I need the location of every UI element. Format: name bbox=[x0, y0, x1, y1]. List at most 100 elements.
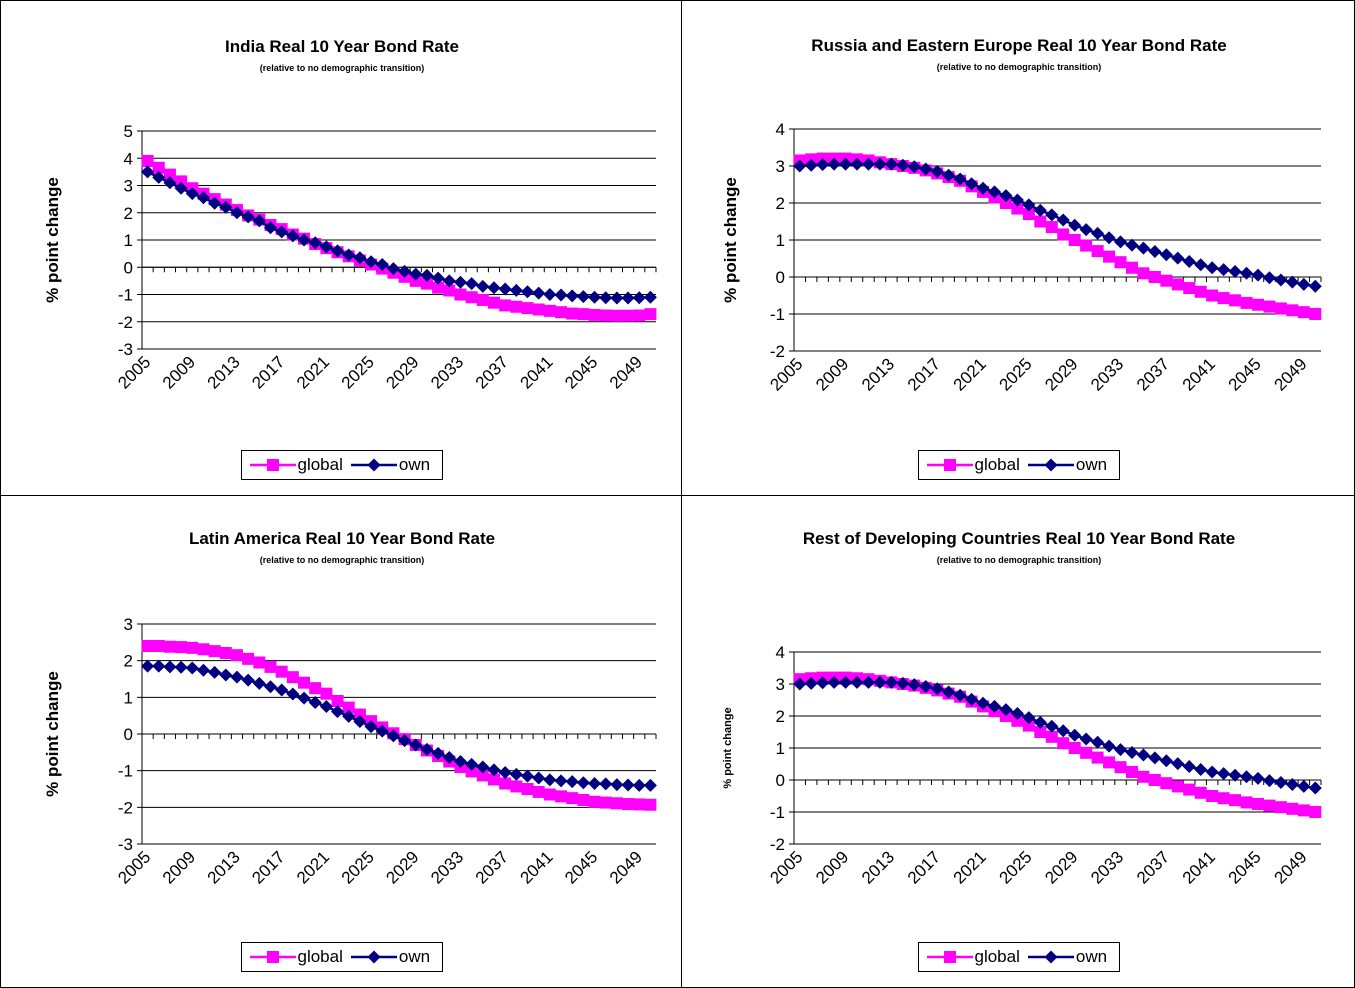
data-point bbox=[633, 798, 646, 811]
data-point bbox=[1171, 251, 1185, 265]
x-tick-label: 2029 bbox=[1041, 354, 1081, 394]
data-point bbox=[275, 665, 288, 678]
x-tick-label: 2009 bbox=[812, 847, 852, 887]
legend-marker bbox=[1044, 950, 1058, 964]
data-point bbox=[476, 293, 489, 306]
data-point bbox=[1148, 271, 1161, 283]
data-point bbox=[297, 691, 311, 705]
data-point bbox=[398, 264, 412, 278]
legend-label: global bbox=[297, 455, 343, 474]
data-point bbox=[1148, 751, 1162, 765]
data-point bbox=[1194, 786, 1207, 799]
legend-item: own bbox=[1026, 947, 1107, 967]
chart-title: Latin America Real 10 Year Bond Rate bbox=[188, 529, 496, 548]
y-tick-label: 3 bbox=[776, 675, 785, 694]
data-point bbox=[1114, 743, 1128, 757]
data-point bbox=[1217, 263, 1231, 277]
data-point bbox=[175, 641, 188, 654]
data-point bbox=[1056, 213, 1070, 227]
data-point bbox=[999, 703, 1013, 717]
data-point bbox=[644, 798, 657, 811]
legend-swatch bbox=[926, 951, 973, 963]
x-tick-label: 2025 bbox=[338, 352, 378, 392]
data-point bbox=[342, 701, 355, 714]
x-tick-label: 2045 bbox=[561, 352, 601, 392]
x-tick-label: 2013 bbox=[858, 354, 898, 394]
legend: global own bbox=[240, 942, 444, 972]
data-point bbox=[555, 306, 568, 319]
legend-swatch bbox=[1027, 458, 1074, 472]
series bbox=[793, 157, 1322, 293]
data-point bbox=[896, 158, 910, 172]
data-point bbox=[1194, 285, 1207, 298]
chart-subtitle: (relative to no demographic transition) bbox=[936, 555, 1102, 565]
data-point bbox=[208, 196, 222, 210]
data-point bbox=[253, 656, 266, 669]
data-point bbox=[364, 720, 378, 734]
legend-label: own bbox=[1075, 455, 1108, 474]
data-point bbox=[543, 788, 556, 801]
data-point bbox=[532, 771, 546, 785]
data-point bbox=[965, 692, 979, 706]
series bbox=[141, 640, 657, 811]
data-point bbox=[230, 206, 244, 220]
data-point bbox=[1274, 273, 1288, 287]
x-tick-label: 2037 bbox=[1133, 354, 1173, 394]
data-point bbox=[1171, 757, 1185, 771]
data-point bbox=[987, 699, 1001, 713]
data-point bbox=[375, 724, 389, 738]
legend-item: own bbox=[349, 947, 430, 967]
data-point bbox=[319, 700, 333, 713]
legend-item: global bbox=[248, 947, 343, 967]
data-point bbox=[976, 181, 990, 195]
data-point bbox=[1263, 799, 1276, 812]
data-point bbox=[465, 277, 479, 291]
x-tick-label: 2033 bbox=[1087, 354, 1127, 394]
x-tick-label: 2021 bbox=[293, 352, 333, 392]
data-point bbox=[1068, 742, 1081, 754]
data-point bbox=[839, 157, 853, 171]
data-point bbox=[576, 776, 590, 790]
y-tick-label: 4 bbox=[124, 149, 133, 168]
data-point bbox=[953, 688, 967, 702]
x-tick-label: 2025 bbox=[338, 847, 378, 887]
data-point bbox=[577, 794, 590, 806]
y-tick-label: -1 bbox=[770, 305, 785, 324]
data-point bbox=[442, 274, 456, 288]
data-point bbox=[1068, 234, 1081, 246]
data-point bbox=[1114, 761, 1127, 774]
data-point bbox=[1102, 739, 1116, 753]
data-point bbox=[907, 160, 921, 174]
x-tick-label: 2025 bbox=[996, 354, 1036, 394]
data-point bbox=[565, 289, 579, 303]
data-point bbox=[1022, 208, 1035, 221]
data-point bbox=[1045, 221, 1058, 234]
data-point bbox=[208, 665, 222, 679]
data-point bbox=[621, 778, 635, 792]
y-tick-label: 0 bbox=[776, 268, 785, 287]
data-point bbox=[1136, 748, 1150, 762]
chart-panel: Rest of Developing Countries Real 10 Yea… bbox=[681, 495, 1355, 988]
data-point bbox=[308, 695, 322, 709]
legend: global own bbox=[917, 450, 1121, 480]
data-point bbox=[1102, 231, 1116, 245]
data-point bbox=[1057, 228, 1070, 241]
data-point bbox=[577, 308, 590, 321]
x-tick-label: 2017 bbox=[904, 354, 944, 394]
series bbox=[793, 671, 1322, 818]
data-point bbox=[521, 783, 534, 795]
data-point bbox=[219, 646, 232, 659]
series bbox=[141, 165, 657, 305]
data-point bbox=[793, 159, 807, 173]
y-tick-label: 2 bbox=[124, 204, 133, 223]
data-point bbox=[386, 262, 400, 276]
data-point bbox=[1148, 774, 1161, 786]
data-point bbox=[208, 645, 221, 658]
x-tick-label: 2037 bbox=[1133, 847, 1173, 887]
data-point bbox=[297, 233, 311, 247]
legend-marker bbox=[943, 951, 956, 963]
chart-panel: India Real 10 Year Bond Rate -3 -2 -1 0 1 2 3 4 5… bbox=[0, 0, 682, 496]
data-point bbox=[1229, 294, 1242, 307]
